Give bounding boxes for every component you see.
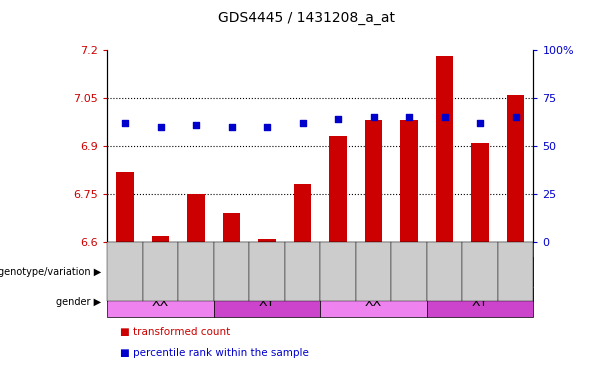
- Text: XX: XX: [152, 296, 169, 309]
- Point: [120, 120, 130, 126]
- Point: [368, 114, 378, 120]
- Point: [404, 114, 414, 120]
- Bar: [187, 194, 205, 242]
- Bar: [107, 288, 214, 317]
- Point: [298, 120, 308, 126]
- Text: ■ transformed count: ■ transformed count: [120, 327, 230, 337]
- Point: [156, 124, 166, 130]
- Point: [333, 116, 343, 122]
- Bar: [107, 257, 321, 286]
- Bar: [427, 288, 533, 317]
- Bar: [151, 235, 169, 242]
- Point: [511, 114, 520, 120]
- Bar: [223, 213, 240, 242]
- Bar: [294, 184, 311, 242]
- Text: gender ▶: gender ▶: [56, 297, 101, 308]
- Bar: [507, 95, 525, 242]
- Point: [262, 124, 272, 130]
- Text: XX: XX: [365, 296, 382, 309]
- Bar: [329, 136, 347, 242]
- Bar: [365, 120, 383, 242]
- Bar: [436, 56, 454, 242]
- Bar: [214, 288, 321, 317]
- Point: [227, 124, 237, 130]
- Text: XY: XY: [472, 296, 488, 309]
- Text: Cbx2 knockout: Cbx2 knockout: [172, 266, 255, 277]
- Bar: [400, 120, 418, 242]
- Text: genotype/variation ▶: genotype/variation ▶: [0, 266, 101, 277]
- Point: [191, 122, 201, 128]
- Point: [440, 114, 449, 120]
- Text: XY: XY: [259, 296, 275, 309]
- Text: ■ percentile rank within the sample: ■ percentile rank within the sample: [120, 348, 308, 358]
- Bar: [471, 143, 489, 242]
- Bar: [116, 172, 134, 242]
- Point: [475, 120, 485, 126]
- Bar: [258, 239, 276, 242]
- Text: wild type: wild type: [402, 266, 452, 277]
- Text: GDS4445 / 1431208_a_at: GDS4445 / 1431208_a_at: [218, 11, 395, 25]
- Bar: [321, 257, 533, 286]
- Bar: [321, 288, 427, 317]
